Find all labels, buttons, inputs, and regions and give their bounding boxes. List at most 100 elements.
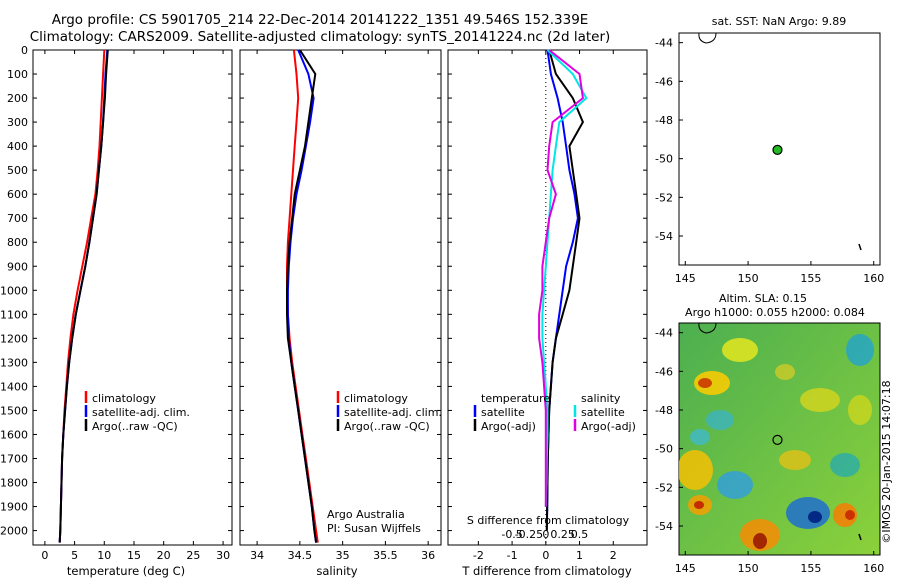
map2-island-mark [858, 533, 862, 541]
map2-lat-tick-label: -52 [655, 481, 673, 494]
s-difference-tick-label: 0.5 [571, 528, 589, 541]
salinity-x-tick-label: 35.5 [373, 549, 398, 562]
s-difference-tick-label: -0.25 [515, 528, 543, 541]
map2-lon-tick-label: 145 [675, 562, 696, 575]
difference-x-tick-label: 2 [610, 549, 617, 562]
temperature-axis-label: temperature (deg C) [67, 564, 185, 578]
depth-tick-label: 1700 [0, 452, 28, 465]
salinity-series-argo-raw-qc- [286, 49, 318, 543]
depth-tick-label: 500 [7, 164, 28, 177]
legend-title-temperature: temperature [481, 392, 550, 405]
depth-tick-label: 700 [7, 212, 28, 225]
legend-label-t-satellite: satellite [481, 406, 525, 419]
s-difference-tick-label: 0.25 [550, 528, 575, 541]
map1-lon-tick-label: 155 [800, 272, 821, 285]
legend-label-satellite: satellite-adj. clim. [92, 406, 190, 419]
map2-coastline [698, 322, 717, 334]
map1-island-mark [858, 243, 862, 251]
map2-lat-tick-label: -48 [655, 404, 673, 417]
map2-title-line1: Altim. SLA: 0.15 [719, 292, 807, 305]
map2-lat-tick-label: -54 [655, 520, 673, 533]
difference-series-salinity-argo-adj- [538, 49, 584, 507]
map2-lat-tick-label: -46 [655, 365, 673, 378]
figure-title-line1: Argo profile: CS 5901705_214 22-Dec-2014… [51, 12, 589, 28]
temperature-x-tick-label: 20 [157, 549, 171, 562]
s-difference-tick-label: -0.5 [501, 528, 522, 541]
temperature-x-tick-label: 25 [186, 549, 200, 562]
sla-heatmap-field [679, 334, 874, 551]
depth-tick-label: 1400 [0, 380, 28, 393]
depth-tick-label: 1000 [0, 284, 28, 297]
depth-tick-label: 1200 [0, 332, 28, 345]
legend-label-argo: Argo(..raw -QC) [344, 420, 430, 433]
map2-argo-position-marker [772, 434, 783, 445]
temperature-series-argo-raw-qc- [58, 49, 109, 543]
map1-lat-tick-label: -50 [655, 153, 673, 166]
map2-lat-tick-label: -50 [655, 443, 673, 456]
difference-x-tick-label: 1 [576, 549, 583, 562]
legend-label-climatology: climatology [92, 392, 156, 405]
temperature-series-climatology [58, 49, 106, 543]
difference-legend: temperature satellite Argo(-adj) salinit… [473, 392, 636, 433]
legend-label-s-satellite: satellite [581, 406, 625, 419]
depth-tick-label: 1800 [0, 477, 28, 490]
map1-lat-tick-label: -54 [655, 230, 673, 243]
map2-lon-tick-label: 160 [863, 562, 884, 575]
salinity-series-satellite-adj-clim- [286, 49, 318, 543]
temperature-panel-frame [32, 49, 233, 546]
depth-tick-label: 900 [7, 260, 28, 273]
depth-tick-label: 1500 [0, 404, 28, 417]
temperature-x-tick-label: 15 [127, 549, 141, 562]
map2-lon-tick-label: 150 [738, 562, 759, 575]
credit-argo-australia: Argo Australia [327, 508, 405, 521]
difference-x-tick-label: -1 [507, 549, 518, 562]
map1-coastline [698, 32, 717, 44]
map1-lon-tick-label: 160 [863, 272, 884, 285]
depth-tick-label: 2000 [0, 525, 28, 538]
map1-title: sat. SST: NaN Argo: 9.89 [712, 15, 846, 28]
salinity-legend: climatology satellite-adj. clim. Argo(..… [336, 391, 442, 433]
depth-tick-label: 1900 [0, 501, 28, 514]
depth-tick-label: 600 [7, 188, 28, 201]
map1-argo-position-marker [772, 144, 783, 155]
salinity-series-climatology [286, 49, 319, 543]
credit-pi: PI: Susan Wijffels [327, 522, 421, 535]
map1-lon-tick-label: 150 [738, 272, 759, 285]
legend-label-climatology: climatology [344, 392, 408, 405]
legend-label-s-argo: Argo(-adj) [581, 420, 636, 433]
salinity-x-tick-label: 35 [336, 549, 350, 562]
temperature-x-tick-label: 5 [71, 549, 78, 562]
salinity-x-tick-label: 34 [250, 549, 264, 562]
difference-x-tick-label: 0 [542, 549, 549, 562]
salinity-x-tick-label: 34.5 [288, 549, 313, 562]
difference-series-temperature-satellite [545, 49, 579, 531]
s-difference-axis-label: S difference from climatology [467, 514, 630, 527]
depth-tick-label: 1100 [0, 308, 28, 321]
salinity-x-tick-label: 36 [421, 549, 435, 562]
temperature-legend: climatology satellite-adj. clim. Argo(..… [84, 391, 190, 433]
figure-title-line2: Climatology: CARS2009. Satellite-adjuste… [29, 29, 611, 45]
copyright-label: ©IMOS 20-Jan-2015 14:07:18 [880, 380, 893, 543]
salinity-axis-label: salinity [316, 564, 357, 578]
depth-tick-label: 300 [7, 116, 28, 129]
temperature-x-tick-label: 0 [41, 549, 48, 562]
salinity-panel-frame [239, 49, 442, 546]
depth-tick-label: 0 [21, 44, 28, 57]
depth-tick-label: 400 [7, 140, 28, 153]
map2-title-line2: Argo h1000: 0.055 h2000: 0.084 [685, 306, 865, 319]
s-difference-tick-label: 0 [542, 528, 549, 541]
t-difference-axis-label: T difference from climatology [461, 564, 632, 578]
difference-series-salinity-satellite [541, 49, 588, 507]
legend-label-argo: Argo(..raw -QC) [92, 420, 178, 433]
map1-lat-tick-label: -44 [655, 37, 673, 50]
temperature-x-tick-label: 10 [97, 549, 111, 562]
legend-title-salinity: salinity [581, 392, 621, 405]
map1-lat-tick-label: -48 [655, 114, 673, 127]
depth-tick-label: 100 [7, 68, 28, 81]
map2-lon-tick-label: 155 [800, 562, 821, 575]
depth-tick-label: 1300 [0, 356, 28, 369]
depth-tick-label: 200 [7, 92, 28, 105]
map2-lat-tick-label: -44 [655, 327, 673, 340]
depth-tick-label: 1600 [0, 428, 28, 441]
